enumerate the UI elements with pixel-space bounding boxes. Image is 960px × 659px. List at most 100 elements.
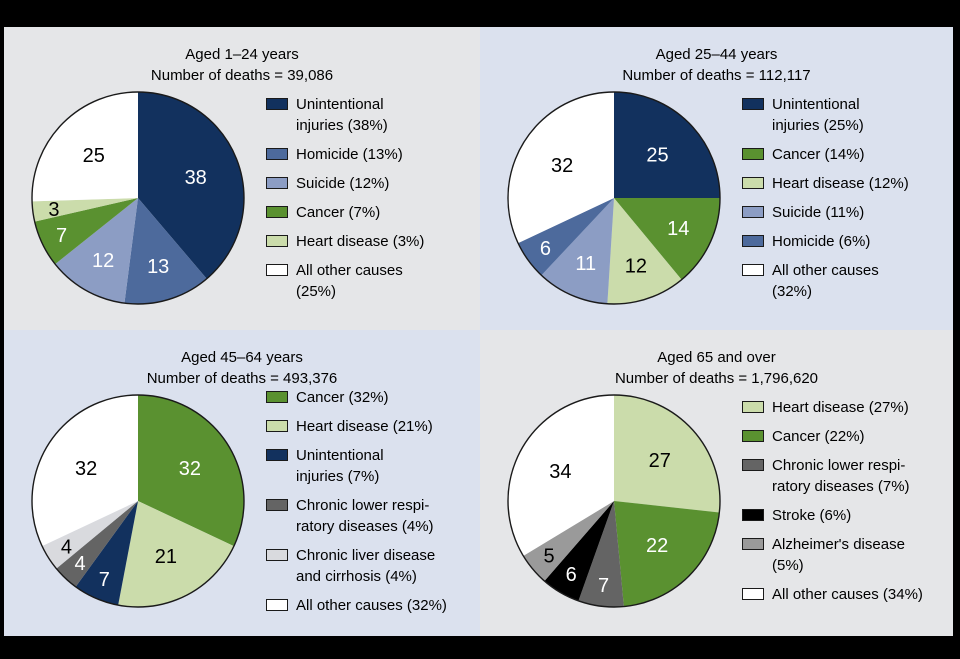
pie-value-label: 4 [61, 536, 72, 558]
legend-label-line: Heart disease (27%) [772, 399, 909, 416]
pie-slice-cancer [614, 198, 720, 280]
pie-value-label: 6 [566, 564, 577, 586]
legend-label: Chronic liver disease and cirrhosis (4%) [296, 545, 435, 587]
pie-value-label: 7 [56, 225, 67, 247]
legend-label-line: Unintentional [772, 96, 860, 113]
legend-label-line: All other causes [296, 262, 403, 279]
chart-header: Aged 65 and over Number of deaths = 1,79… [480, 347, 953, 389]
legend-label-line: Heart disease (3%) [296, 233, 425, 250]
pie-value-label: 32 [551, 155, 573, 177]
legend-label: Unintentional injuries (7%) [296, 445, 384, 487]
legend-label: Suicide (12%) [296, 173, 389, 194]
pie-outline [31, 394, 245, 608]
chart-legend: Cancer (32%) Heart disease (21%) Unintenti… [266, 387, 472, 614]
legend-item-all-other-causes: All other causes (32%) [266, 595, 472, 616]
legend-label: Stroke (6%) [772, 505, 851, 526]
legend-label: All other causes (32%) [772, 260, 879, 302]
legend-label-line: All other causes (32%) [296, 596, 447, 614]
pie-value-label: 32 [179, 458, 201, 480]
pie-value-label: 34 [549, 461, 571, 483]
pie-chart: 25 14 12 11 6 32 [506, 90, 722, 306]
pie-value-label: 27 [649, 450, 671, 472]
pie-slice-all-other-causes [508, 92, 614, 244]
legend-label-line: Suicide (11%) [772, 204, 865, 221]
legend-swatch [742, 538, 764, 550]
legend-label: Heart disease (12%) [772, 173, 909, 194]
pie-slice-alzheimer-s-disease [523, 501, 614, 582]
pie-slice-all-other-causes [508, 395, 614, 556]
legend-item-cancer: Cancer (14%) [742, 144, 948, 165]
legend-swatch [266, 148, 288, 160]
legend-swatch [266, 177, 288, 189]
legend-item-chronic-lower-respiratory-diseases: Chronic lower respi-ratory diseases (7%) [742, 455, 948, 497]
legend-label-line: Chronic lower respi- [772, 457, 906, 474]
legend-swatch [742, 430, 764, 442]
legend-swatch [742, 235, 764, 247]
legend-swatch [742, 588, 764, 600]
legend-label-line: Stroke (6%) [772, 507, 852, 524]
pie-slice-heart-disease [118, 501, 234, 607]
legend-item-all-other-causes: All other causes (32%) [742, 260, 948, 302]
legend-item-heart-disease: Heart disease (27%) [742, 397, 948, 418]
legend-label: Heart disease (21%) [296, 416, 433, 437]
legend-swatch [266, 448, 288, 461]
legend-label-line: (5%) [772, 557, 804, 574]
pie-value-label: 13 [147, 256, 169, 278]
pie-outline [31, 91, 245, 305]
chart-header: Aged 25–44 years Number of deaths = 112,… [480, 44, 953, 86]
legend-label: Chronic lower respi-ratory diseases (7%) [772, 455, 910, 497]
legend-swatch [266, 498, 288, 511]
legend-label-line: Heart disease (12%) [772, 175, 909, 192]
legend-label: Alzheimer's disease (5%) [772, 534, 905, 576]
pie-value-label: 22 [646, 535, 668, 557]
pie-chart-figure: Aged 1–24 years Number of deaths = 39,08… [4, 27, 953, 636]
pie-value-label: 32 [75, 458, 97, 480]
pie-value-label: 7 [99, 569, 110, 591]
chart-header: Aged 1–24 years Number of deaths = 39,08… [4, 44, 480, 86]
chart-panel-aged-65-and-over: Aged 65 and over Number of deaths = 1,79… [480, 330, 953, 636]
chart-legend: Unintentional injuries (38%) Homicide (13%… [266, 87, 472, 309]
legend-label: Cancer (22%) [772, 426, 865, 447]
pie-slice-cancer [138, 395, 244, 547]
chart-subtitle: Number of deaths = 493,376 [146, 370, 338, 387]
pie-value-label: 12 [625, 256, 647, 278]
legend-label-line: All other causes [772, 262, 879, 279]
pie-slice-unintentional-injuries [614, 92, 720, 198]
pie-slice-all-other-causes [32, 395, 138, 547]
legend-label: Cancer (32%) [296, 387, 389, 408]
legend-item-heart-disease: Heart disease (3%) [266, 231, 472, 252]
chart-title: Aged 45–64 years [181, 349, 303, 366]
pie-slice-all-other-causes [31, 92, 138, 202]
pie-chart: 27 22 7 6 5 34 [506, 393, 722, 609]
legend-swatch [742, 148, 764, 160]
legend-swatch [266, 419, 288, 432]
pie-value-label: 4 [74, 553, 85, 575]
chart-panel-aged-25-44-years: Aged 25–44 years Number of deaths = 112,… [480, 27, 953, 330]
legend-label: Cancer (7%) [296, 202, 380, 223]
legend-label-line: Homicide (13%) [296, 146, 403, 163]
legend-item-cancer: Cancer (22%) [742, 426, 948, 447]
legend-item-unintentional-injuries: Unintentional injuries (38%) [266, 94, 472, 136]
legend-item-chronic-lower-respiratory-diseases: Chronic lower respi-ratory diseases (4%) [266, 495, 472, 537]
pie-chart: 38 13 12 7 3 25 [30, 90, 246, 306]
chart-panel-aged-45-64-years: Aged 45–64 years Number of deaths = 493,… [4, 330, 480, 636]
chart-subtitle: Number of deaths = 112,117 [622, 67, 811, 84]
pie-outline [507, 394, 721, 608]
pie-value-label: 12 [92, 250, 114, 272]
legend-swatch [266, 264, 288, 276]
legend-swatch [742, 98, 764, 110]
legend-swatch [742, 177, 764, 189]
legend-label: Unintentional injuries (25%) [772, 94, 864, 136]
legend-swatch [266, 598, 288, 611]
legend-label-line: Alzheimer's disease [772, 536, 905, 553]
legend-label-line: Heart disease (21%) [296, 417, 433, 435]
pie-value-label: 25 [83, 145, 105, 167]
legend-label-line: injuries (7%) [296, 467, 380, 485]
legend-label-line: Unintentional [296, 96, 384, 113]
pie-value-label: 6 [540, 238, 551, 260]
legend-item-suicide: Suicide (12%) [266, 173, 472, 194]
pie-slice-cancer [34, 198, 138, 265]
legend-label-line: injuries (38%) [296, 117, 388, 134]
pie-slice-unintentional-injuries [138, 92, 244, 279]
legend-label-line: Homicide (6%) [772, 233, 871, 250]
